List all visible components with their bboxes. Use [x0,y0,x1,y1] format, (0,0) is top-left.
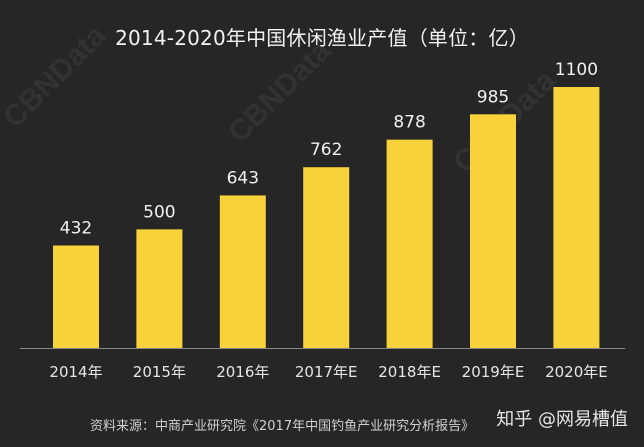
data-label: 878 [393,113,425,133]
x-tick-label: 2020年E [545,363,608,381]
x-tick-label: 2017年E [295,363,358,381]
source-note: 资料来源：中商产业研究院《2017年中国钓鱼产业研究分析报告》 [90,419,475,434]
x-tick-label: 2015年 [133,363,186,381]
data-label: 985 [477,87,509,107]
bar [386,139,433,348]
chart-title: 2014-2020年中国休闲渔业产值（单位：亿） [115,26,529,50]
brand-credit: 知乎 @网易槽值 [496,409,628,430]
data-label: 500 [143,202,175,222]
x-tick-label: 2018年E [378,363,441,381]
x-tick-label: 2019年E [462,363,525,381]
data-label: 762 [310,140,342,160]
bar [136,229,183,348]
bar [470,114,516,348]
bar [553,87,600,348]
bar [219,195,266,348]
x-tick-label: 2014年 [49,363,102,381]
data-label: 643 [227,168,259,188]
data-label: 432 [60,218,92,238]
x-tick-label: 2016年 [216,363,269,381]
bar [303,167,350,348]
bar [53,245,99,348]
data-label: 1100 [555,60,598,80]
